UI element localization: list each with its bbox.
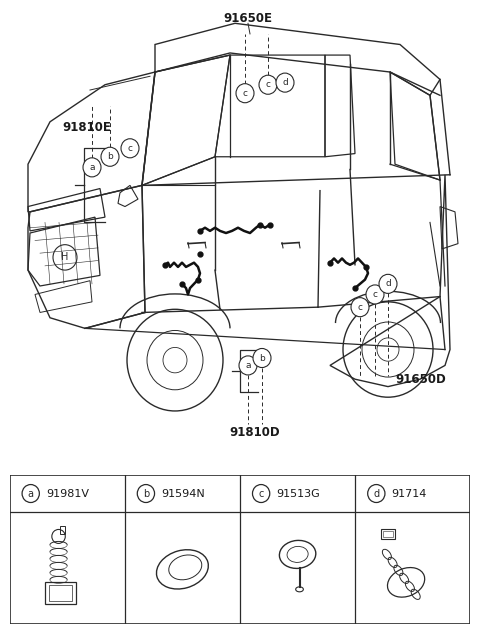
Circle shape xyxy=(137,485,155,503)
Text: 91981V: 91981V xyxy=(46,489,89,499)
Circle shape xyxy=(121,139,139,158)
Text: d: d xyxy=(373,489,379,499)
Circle shape xyxy=(259,75,277,94)
Circle shape xyxy=(239,356,257,375)
Circle shape xyxy=(83,158,101,177)
Text: a: a xyxy=(28,489,34,499)
Text: c: c xyxy=(372,290,377,299)
Text: 91810E: 91810E xyxy=(62,120,111,134)
Text: H: H xyxy=(61,252,69,262)
Text: 91714: 91714 xyxy=(392,489,427,499)
Circle shape xyxy=(101,147,119,166)
Text: b: b xyxy=(259,354,265,362)
Text: 91513G: 91513G xyxy=(276,489,320,499)
Text: d: d xyxy=(282,78,288,87)
Text: b: b xyxy=(107,152,113,161)
Circle shape xyxy=(379,275,397,294)
Text: c: c xyxy=(258,489,264,499)
Text: c: c xyxy=(128,144,132,153)
Circle shape xyxy=(276,73,294,92)
Text: c: c xyxy=(358,303,362,311)
Circle shape xyxy=(368,485,385,503)
Bar xyxy=(381,529,395,540)
Circle shape xyxy=(253,348,271,368)
Bar xyxy=(45,582,76,605)
Text: c: c xyxy=(242,89,248,97)
Text: 91594N: 91594N xyxy=(161,489,205,499)
Bar xyxy=(49,585,72,601)
Bar xyxy=(60,526,65,534)
Circle shape xyxy=(236,83,254,103)
Text: d: d xyxy=(385,280,391,289)
Text: 91810D: 91810D xyxy=(230,426,280,439)
Circle shape xyxy=(252,485,270,503)
Text: a: a xyxy=(245,361,251,370)
Text: c: c xyxy=(265,80,271,89)
Bar xyxy=(383,531,393,538)
Text: 91650D: 91650D xyxy=(395,373,446,385)
Circle shape xyxy=(366,285,384,304)
Circle shape xyxy=(22,485,39,503)
Text: a: a xyxy=(89,163,95,172)
Text: 91650E: 91650E xyxy=(224,11,273,24)
Text: b: b xyxy=(143,489,149,499)
Circle shape xyxy=(351,297,369,317)
